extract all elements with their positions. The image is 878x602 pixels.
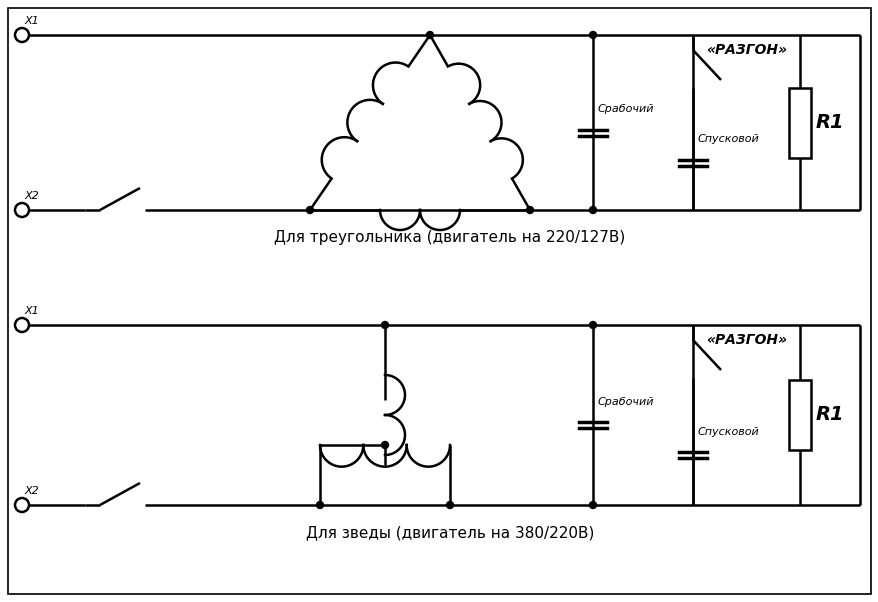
Circle shape [446, 501, 453, 509]
Circle shape [589, 31, 596, 39]
Circle shape [381, 321, 388, 329]
Text: X2: X2 [24, 191, 39, 201]
Text: Для зведы (двигатель на 380/220В): Для зведы (двигатель на 380/220В) [306, 525, 594, 540]
Circle shape [426, 31, 433, 39]
Circle shape [381, 441, 388, 448]
Text: Для треугольника (двигатель на 220/127В): Для треугольника (двигатель на 220/127В) [274, 230, 625, 245]
Text: X1: X1 [24, 16, 39, 26]
Bar [788, 380, 810, 450]
Text: Срабочий: Срабочий [597, 397, 654, 407]
Text: Спусковой: Спусковой [697, 427, 759, 437]
Circle shape [316, 501, 323, 509]
Text: R1: R1 [815, 113, 844, 132]
Text: «РАЗГОН»: «РАЗГОН» [705, 333, 786, 347]
Text: «РАЗГОН»: «РАЗГОН» [705, 43, 786, 57]
Text: R1: R1 [815, 406, 844, 424]
Text: X2: X2 [24, 486, 39, 496]
Text: Спусковой: Спусковой [697, 134, 759, 144]
Circle shape [589, 321, 596, 329]
Text: X1: X1 [24, 306, 39, 316]
Circle shape [526, 206, 533, 214]
Circle shape [589, 501, 596, 509]
Circle shape [589, 206, 596, 214]
Circle shape [306, 206, 313, 214]
Bar [788, 87, 810, 158]
Text: Срабочий: Срабочий [597, 105, 654, 114]
